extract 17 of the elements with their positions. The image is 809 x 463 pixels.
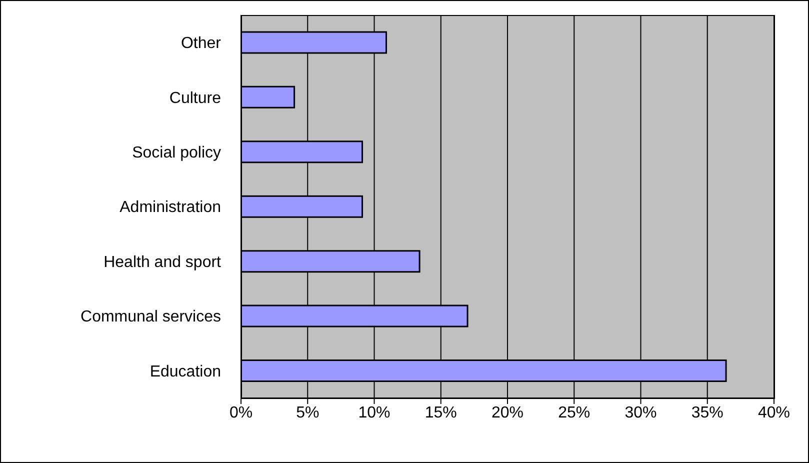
x-tick-label: 40% — [758, 404, 790, 422]
x-tick-label: 5% — [296, 404, 320, 422]
y-tick-label: Culture — [169, 90, 222, 107]
y-tick-label: Health and sport — [104, 254, 222, 271]
y-tick-label: Other — [180, 35, 222, 52]
y-tick-label: Social policy — [132, 144, 221, 162]
x-tick-label: 30% — [624, 404, 657, 422]
x-tick-label: 10% — [358, 404, 390, 422]
x-tick-label: 15% — [424, 404, 457, 422]
y-tick-label: Administration — [120, 199, 221, 216]
bar — [241, 86, 296, 108]
y-tick-label: Education — [150, 363, 221, 380]
x-tick-label: 20% — [491, 404, 524, 422]
x-tick-label: 35% — [691, 404, 724, 422]
y-tick-label: Communal services — [80, 308, 221, 326]
x-tick-label: 0% — [229, 404, 253, 422]
x-tick-label: 25% — [558, 404, 590, 422]
